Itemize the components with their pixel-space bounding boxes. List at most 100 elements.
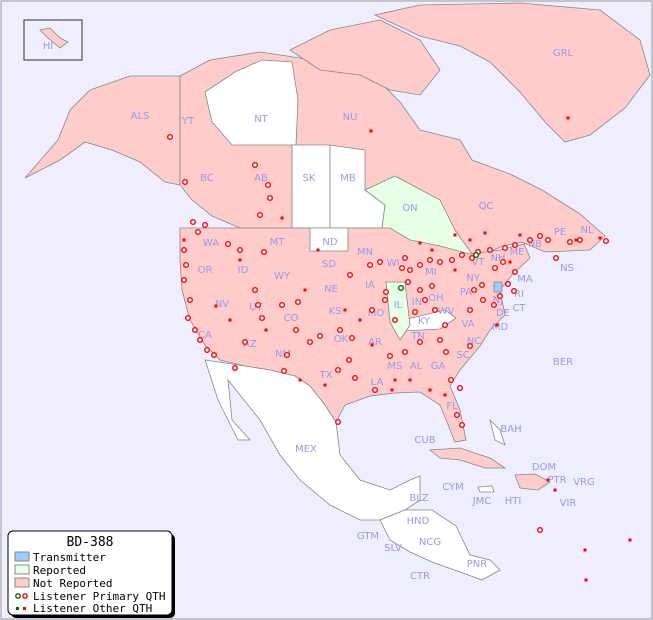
listener-primary-qth-marker <box>367 262 374 269</box>
listener-other-qth-marker <box>323 383 327 387</box>
listener-primary-qth-marker <box>279 302 286 309</box>
region-label-gtm: GTM <box>357 531 379 542</box>
region-label-dom: DOM <box>532 462 556 473</box>
region-label-ns: NS <box>560 263 574 274</box>
region-label-grl: GRL <box>553 48 574 59</box>
listener-primary-qth-marker <box>405 279 412 286</box>
listener-primary-qth-marker <box>335 419 342 426</box>
region-il <box>385 281 411 341</box>
region-label-ptr: PTR <box>547 475 566 486</box>
region-label-pa: PA <box>460 287 472 298</box>
region-label-ct: CT <box>512 303 526 314</box>
listener-other-qth-marker <box>443 393 447 397</box>
region-label-oh: OH <box>428 293 443 304</box>
listener-primary-qth-marker <box>567 238 574 245</box>
listener-primary-qth-marker <box>295 299 302 306</box>
listener-primary-qth-marker <box>457 385 464 392</box>
region-label-ga: GA <box>431 361 446 372</box>
listener-primary-qth-marker <box>189 218 196 225</box>
listener-primary-qth-marker <box>553 254 560 261</box>
hawaii-inset-frame <box>23 19 83 61</box>
listener-other-qth-marker <box>390 388 394 392</box>
region-label-ok: OK <box>334 334 349 345</box>
listener-primary-qth-marker <box>377 259 384 266</box>
listener-other-qth-marker <box>546 478 550 482</box>
region-label-ma: MA <box>517 274 533 285</box>
listener-primary-qth-marker <box>537 232 544 239</box>
listener-other-qth-marker <box>408 378 412 382</box>
listener-primary-qth-marker <box>459 251 466 258</box>
listener-primary-qth-marker <box>491 302 498 309</box>
region-label-wa: WA <box>203 238 219 249</box>
listener-primary-qth-marker <box>402 254 409 261</box>
listener-primary-qth-marker <box>417 287 424 294</box>
region-label-mex: MEX <box>295 444 317 455</box>
listener-primary-qth-marker <box>399 265 406 272</box>
listener-primary-qth-marker <box>512 269 519 276</box>
primary-qth-red-icon <box>22 593 28 599</box>
listener-primary-qth-marker <box>429 283 436 290</box>
region-label-als: ALS <box>131 111 150 122</box>
regions <box>24 2 651 581</box>
listener-other-qth-marker <box>370 343 374 347</box>
listener-primary-qth-marker <box>505 281 512 288</box>
listener-other-qth-marker <box>358 318 362 322</box>
region-labels: HI GRL ALS YT NT NU BC AB SK MB ON QC NL NB PE NS WA OR ID… <box>43 41 595 582</box>
listener-primary-qth-marker <box>203 347 210 354</box>
listener-other-qth-marker <box>343 308 347 312</box>
region-label-ctr: CTR <box>410 571 430 582</box>
listener-primary-qth-marker <box>224 240 231 247</box>
legend-label-transmitter: Transmitter <box>33 551 106 564</box>
listener-primary-qth-marker <box>267 194 274 201</box>
region-label-nd: ND <box>322 237 337 248</box>
region-label-bah: BAH <box>500 424 521 435</box>
listener-other-qth-marker <box>228 318 232 322</box>
region-label-nc: NC <box>467 336 481 347</box>
region-nd <box>309 227 349 252</box>
region-label-ca: CA <box>198 330 212 341</box>
region-greenland <box>373 2 651 143</box>
region-label-ne: NE <box>324 284 338 295</box>
region-label-slv: SLV <box>384 543 402 554</box>
legend-label-other-qth: Listener Other QTH <box>33 602 152 615</box>
legend-label-not-reported: Not Reported <box>33 577 112 590</box>
listener-primary-qth-marker <box>180 246 187 253</box>
listener-primary-qth-marker <box>512 241 519 248</box>
listener-primary-qth-marker <box>383 289 390 296</box>
listener-primary-qth-marker <box>284 352 291 359</box>
listener-primary-qth-marker <box>186 297 193 304</box>
listener-primary-qth-marker <box>184 315 191 322</box>
listener-primary-qth-marker <box>412 309 419 316</box>
region-label-il: IL <box>394 300 403 311</box>
region-label-sc: SC <box>456 350 469 361</box>
listener-primary-qth-marker <box>241 339 248 346</box>
listener-other-qth-marker <box>418 241 422 245</box>
listener-primary-qth-marker <box>603 237 610 244</box>
listener-primary-qth-marker <box>261 248 268 255</box>
listener-other-qth-marker <box>298 378 302 382</box>
region-label-al: AL <box>410 361 423 372</box>
region-label-mi: MI <box>425 267 437 278</box>
listener-other-qth-marker <box>238 258 242 262</box>
listener-primary-qth-marker <box>480 297 487 304</box>
listener-primary-qth-marker <box>417 262 424 269</box>
listener-primary-qth-marker <box>511 288 518 295</box>
region-label-ny: NY <box>466 273 480 284</box>
region-label-mo: MO <box>368 308 385 319</box>
region-cuba <box>428 447 507 469</box>
listener-other-qth-marker <box>508 260 512 264</box>
listener-primary-qth-marker <box>467 307 474 314</box>
swatch-transmitter-icon <box>14 551 30 562</box>
listener-primary-qth-marker <box>251 287 258 294</box>
listener-other-qth-marker <box>280 216 284 220</box>
region-label-la: LA <box>371 377 384 388</box>
listener-primary-qth-marker <box>349 335 356 342</box>
region-label-id: ID <box>238 265 249 276</box>
region-label-md: MD <box>492 322 509 333</box>
listener-primary-qth-marker <box>487 246 494 253</box>
region-label-nh: NH <box>491 253 506 264</box>
region-label-tx: TX <box>319 370 333 381</box>
listener-other-qth-marker <box>453 233 457 237</box>
listener-other-qth-marker <box>182 238 186 242</box>
